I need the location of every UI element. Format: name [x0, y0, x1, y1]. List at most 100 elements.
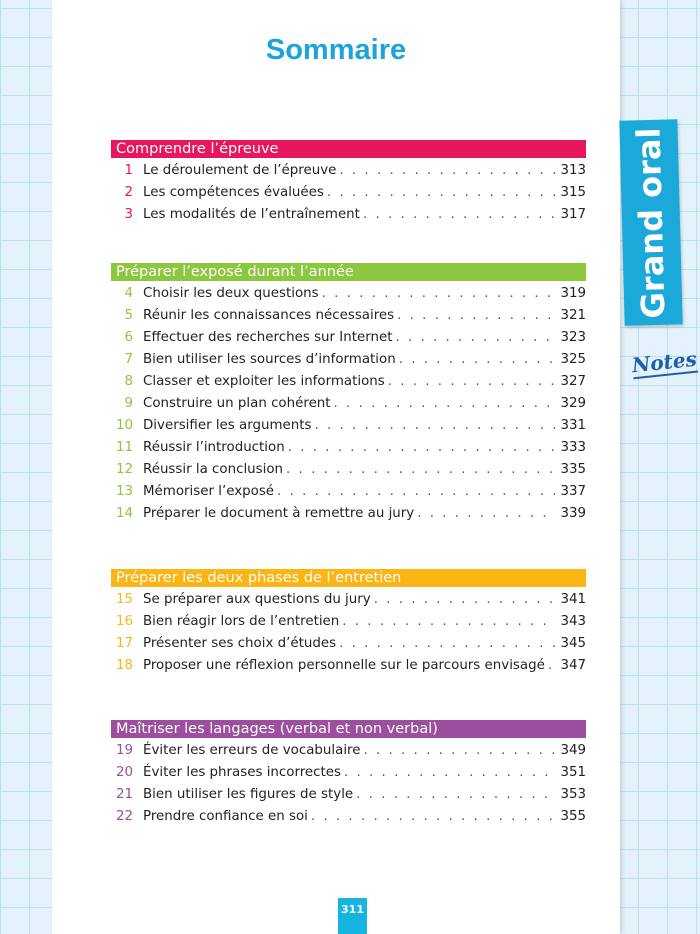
toc-entry[interactable]: 12 Réussir la conclusion 335 [111, 459, 586, 481]
toc-entry[interactable]: 16 Bien réagir lors de l’entretien 343 [111, 611, 586, 633]
entry-label: Prendre confiance en soi [143, 809, 308, 824]
entry-page: 345 [560, 636, 586, 651]
entry-page: 341 [560, 592, 586, 607]
dot-leader [339, 160, 555, 182]
page-title: Sommaire [265, 34, 407, 66]
entry-label: Réunir les connaissances nécessaires [143, 308, 395, 323]
toc-entry[interactable]: 13 Mémoriser l’exposé 337 [111, 481, 586, 503]
section-header: Maîtriser les langages (verbal et non ve… [111, 720, 586, 738]
toc-entry[interactable]: 10 Diversifier les arguments 331 [111, 415, 586, 437]
entry-number: 8 [124, 374, 133, 389]
entry-number: 3 [124, 207, 133, 222]
dot-leader [388, 371, 555, 393]
dot-leader [342, 611, 555, 633]
dot-leader [548, 655, 555, 677]
entry-number: 9 [124, 396, 133, 411]
dot-leader [399, 349, 555, 371]
dot-leader [364, 740, 556, 762]
entry-number: 21 [115, 787, 133, 802]
toc-entry[interactable]: 7 Bien utiliser les sources d’informatio… [111, 349, 586, 371]
toc-entry[interactable]: 2 Les compétences évaluées 315 [111, 182, 586, 204]
dot-leader [374, 589, 555, 611]
entry-number: 7 [124, 352, 133, 367]
toc-section: Préparer l’exposé durant l’année 4 Chois… [111, 263, 586, 525]
entry-label: Préparer le document à remettre au jury [143, 506, 415, 521]
toc-entry[interactable]: 5 Réunir les connaissances nécessaires 3… [111, 305, 586, 327]
entry-page: 349 [560, 743, 586, 758]
entry-label: Choisir les deux questions [143, 286, 319, 301]
section-header: Préparer les deux phases de l’entretien [111, 569, 586, 587]
page: Sommaire Comprendre l’épreuve 1 Le dérou… [52, 0, 620, 934]
entry-page: 315 [560, 185, 586, 200]
entry-label: Proposer une réflexion personnelle sur l… [143, 658, 545, 673]
entry-number: 11 [115, 440, 133, 455]
dot-leader [334, 393, 555, 415]
entry-page: 351 [560, 765, 586, 780]
entry-number: 17 [115, 636, 133, 651]
entry-page: 321 [560, 308, 586, 323]
dot-leader [314, 415, 555, 437]
entry-label: Se préparer aux questions du jury [143, 592, 371, 607]
entry-number: 10 [115, 418, 133, 433]
toc-entry[interactable]: 4 Choisir les deux questions 319 [111, 283, 586, 305]
toc-entry[interactable]: 6 Effectuer des recherches sur Internet … [111, 327, 586, 349]
toc-entry[interactable]: 3 Les modalités de l’entraînement 317 [111, 204, 586, 226]
entry-label: Réussir l’introduction [143, 440, 285, 455]
entry-number: 5 [124, 308, 133, 323]
entry-page: 329 [560, 396, 586, 411]
entry-number: 13 [115, 484, 133, 499]
entry-page: 343 [560, 614, 586, 629]
toc-entry[interactable]: 15 Se préparer aux questions du jury 341 [111, 589, 586, 611]
toc-entry[interactable]: 17 Présenter ses choix d’études 345 [111, 633, 586, 655]
entry-number: 20 [115, 765, 133, 780]
toc-entry[interactable]: 19 Éviter les erreurs de vocabulaire 349 [111, 740, 586, 762]
entry-page: 331 [560, 418, 586, 433]
entry-label: Le déroulement de l’épreuve [143, 163, 337, 178]
entry-label: Bien utiliser les figures de style [143, 787, 354, 802]
entry-label: Mémoriser l’exposé [143, 484, 275, 499]
entry-label: Diversifier les arguments [143, 418, 312, 433]
toc-entry[interactable]: 18 Proposer une réflexion personnelle su… [111, 655, 586, 677]
toc-entry[interactable]: 11 Réussir l’introduction 333 [111, 437, 586, 459]
toc-entry[interactable]: 20 Éviter les phrases incorrectes 351 [111, 762, 586, 784]
entry-page: 317 [560, 207, 586, 222]
page-number: 311 [338, 898, 367, 934]
section-header: Comprendre l’épreuve [111, 140, 586, 158]
entry-label: Classer et exploiter les informations [143, 374, 385, 389]
toc-entry[interactable]: 9 Construire un plan cohérent 329 [111, 393, 586, 415]
entry-number: 2 [124, 185, 133, 200]
dot-leader [277, 481, 555, 503]
toc-section: Maîtriser les langages (verbal et non ve… [111, 720, 586, 828]
entry-label: Réussir la conclusion [143, 462, 284, 477]
dot-leader [288, 437, 555, 459]
entry-number: 1 [124, 163, 133, 178]
entry-label: Les compétences évaluées [143, 185, 324, 200]
entry-page: 347 [560, 658, 586, 673]
entry-number: 22 [115, 809, 133, 824]
entry-page: 313 [560, 163, 586, 178]
dot-leader [327, 182, 555, 204]
toc-entry[interactable]: 1 Le déroulement de l’épreuve 313 [111, 160, 586, 182]
side-tab: Grand oral [619, 119, 683, 326]
side-tab-label: Grand oral [629, 126, 673, 319]
entry-page: 353 [560, 787, 586, 802]
entry-number: 19 [115, 743, 133, 758]
toc-entry[interactable]: 8 Classer et exploiter les informations … [111, 371, 586, 393]
dot-leader [397, 305, 555, 327]
entry-page: 323 [560, 330, 586, 345]
entry-number: 12 [115, 462, 133, 477]
dot-leader [363, 204, 555, 226]
entry-number: 18 [115, 658, 133, 673]
toc-entry[interactable]: 21 Bien utiliser les figures de style 35… [111, 784, 586, 806]
entry-label: Bien réagir lors de l’entretien [143, 614, 340, 629]
entry-label: Bien utiliser les sources d’information [143, 352, 396, 367]
entry-page: 333 [560, 440, 586, 455]
toc-entry[interactable]: 22 Prendre confiance en soi 355 [111, 806, 586, 828]
dot-leader [311, 806, 555, 828]
dot-leader [286, 459, 555, 481]
dot-leader [395, 327, 555, 349]
toc-entry[interactable]: 14 Préparer le document à remettre au ju… [111, 503, 586, 525]
section-header: Préparer l’exposé durant l’année [111, 263, 586, 281]
entry-page: 335 [560, 462, 586, 477]
entry-label: Éviter les erreurs de vocabulaire [143, 743, 361, 758]
